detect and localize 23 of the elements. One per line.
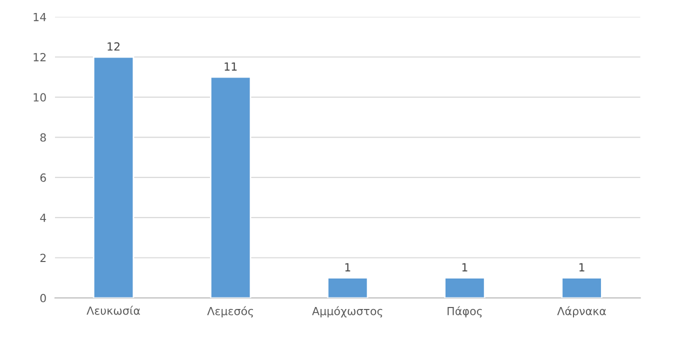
y-tick-label: 4 <box>40 214 46 222</box>
bar <box>561 277 602 298</box>
data-label: 12 <box>108 42 120 51</box>
y-tick-label: 10 <box>34 93 46 102</box>
x-tick-label: Πάφος <box>448 306 482 318</box>
bar <box>444 277 486 298</box>
y-tick-label: 12 <box>34 52 46 62</box>
x-tick-label: Λάρνακα <box>557 306 606 318</box>
y-tick-label: 14 <box>34 12 46 22</box>
y-tick-label: 2 <box>40 254 46 262</box>
data-label: 1 <box>345 263 350 272</box>
bar <box>210 76 252 298</box>
data-label: 1 <box>462 263 468 272</box>
x-tick-label: Αμμόχωστος <box>312 306 382 318</box>
x-tick-label: Λεμεσός <box>207 306 254 318</box>
data-label: 1 <box>579 263 584 272</box>
x-tick-label: Λευκωσία <box>86 306 140 315</box>
data-label: 11 <box>224 62 237 71</box>
bar <box>327 277 368 298</box>
y-tick-label: 0 <box>40 294 46 302</box>
y-tick-label: 8 <box>40 133 46 142</box>
bar <box>92 56 134 298</box>
y-tick-label: 6 <box>40 173 46 182</box>
